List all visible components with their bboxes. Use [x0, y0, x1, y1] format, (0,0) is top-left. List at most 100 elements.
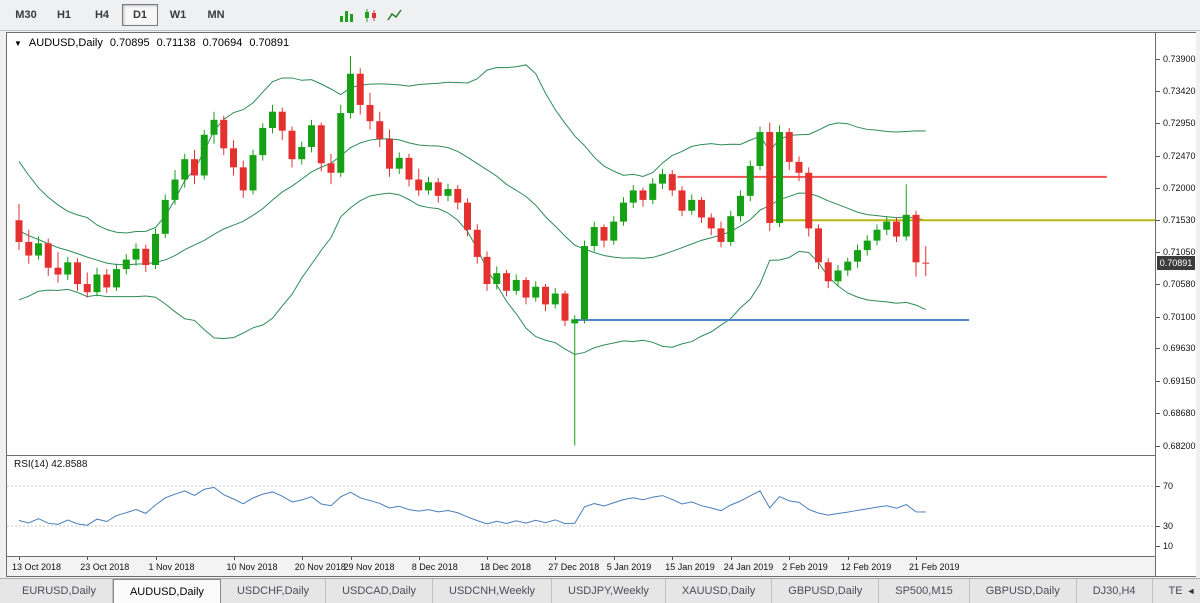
rsi-bottom-separator — [7, 556, 1155, 557]
main-chart-area[interactable]: ▼ AUDUSD,Daily 0.70895 0.71138 0.70694 0… — [7, 33, 1155, 455]
price-scale-label: 0.72470 — [1163, 150, 1196, 161]
price-scale-tick — [1156, 316, 1160, 318]
tab-dj30-h4[interactable]: DJ30,H4 — [1077, 579, 1153, 603]
price-scale-tick — [1156, 123, 1160, 125]
time-axis-tick — [487, 557, 488, 560]
tab-gbpusd-daily[interactable]: GBPUSD,Daily — [970, 579, 1077, 603]
rsi-line — [18, 486, 926, 526]
price-scale-tick — [1156, 58, 1160, 60]
time-axis-tick — [301, 557, 303, 560]
chart-window: ▼ AUDUSD,Daily 0.70895 0.71138 0.70694 0… — [6, 32, 1196, 577]
chart-collapse-arrow-icon[interactable]: ▼ — [14, 39, 22, 48]
timeframe-button-mn[interactable]: MN — [207, 9, 225, 21]
price-scale-label: 0.72000 — [1163, 182, 1196, 193]
price-scale-tick — [1156, 445, 1160, 447]
ohlc-high-value: 0.71138 — [156, 37, 196, 49]
time-axis-label: 24 Jan 2019 — [723, 562, 774, 572]
rsi-scale-label: 30 — [1163, 521, 1174, 531]
price-scale-tick — [1156, 219, 1160, 221]
rsi-scale-label: 70 — [1163, 481, 1174, 491]
price-scale[interactable]: 0.73900 0.73420 0.72950 0.72470 0.72000 0.715… — [1155, 33, 1196, 576]
bollinger-bands — [18, 64, 926, 355]
timeframe-button-h1[interactable]: H1 — [56, 9, 72, 21]
timeframe-button-h4[interactable]: H4 — [94, 9, 110, 21]
price-scale-label: 0.68680 — [1163, 407, 1196, 418]
price-scale-tick — [1156, 284, 1160, 286]
candlestick-chart-icon[interactable] — [362, 7, 379, 24]
time-axis-tick — [613, 557, 615, 560]
ohlc-open-value: 0.70895 — [109, 37, 150, 49]
panel-resize-handle[interactable] — [7, 455, 1155, 456]
price-scale-label: 0.70100 — [1163, 311, 1196, 322]
tab-usdcnh-weekly[interactable]: USDCNH,Weekly — [433, 579, 553, 603]
tab-audusd-daily[interactable]: AUDUSD,Daily — [112, 579, 221, 603]
time-axis-tick — [87, 557, 89, 560]
time-axis-tick — [555, 557, 557, 560]
chart-tab-bar: EURUSD,Daily AUDUSD,Daily USDCHF,Daily USDC… — [0, 578, 1200, 603]
tab-scroll-left-button[interactable]: ◄ — [1182, 579, 1200, 603]
ohlc-low-value: 0.70694 — [202, 37, 243, 49]
rsi-panel[interactable]: RSI(14) 42.8588 — [7, 456, 1155, 556]
tab-xauusd-daily[interactable]: XAUUSD,Daily — [666, 579, 773, 603]
time-axis-tick — [916, 557, 917, 560]
bar-chart-icon[interactable] — [338, 7, 355, 24]
current-price-badge: 0.70891 — [1157, 255, 1195, 270]
timeframe-button-d1[interactable]: D1 — [122, 4, 158, 26]
price-scale-label: 0.71530 — [1163, 214, 1196, 225]
price-scale-label: 0.73420 — [1163, 86, 1196, 97]
chart-type-toolbar — [338, 7, 403, 24]
price-scale-tick — [1156, 187, 1160, 189]
time-axis-tick — [847, 557, 849, 560]
main-chart-canvas[interactable] — [7, 33, 1155, 455]
time-axis-label: 8 Dec 2018 — [411, 562, 458, 572]
rsi-scale-tick — [1156, 546, 1160, 547]
time-axis-label: 27 Dec 2018 — [548, 562, 600, 572]
price-scale-label: 0.71050 — [1163, 247, 1196, 258]
time-axis-label: 13 Oct 2018 — [12, 562, 62, 572]
time-axis-label: 20 Nov 2018 — [294, 562, 346, 572]
time-axis-tick — [418, 557, 420, 560]
time-axis-tick — [789, 557, 791, 560]
time-axis-label: 1 Nov 2018 — [148, 562, 195, 572]
price-scale-label: 0.69630 — [1163, 343, 1196, 354]
time-axis-label: 29 Nov 2018 — [343, 562, 395, 572]
time-axis-label: 23 Oct 2018 — [80, 562, 130, 572]
time-axis-label: 18 Dec 2018 — [480, 562, 532, 572]
tab-usdcad-daily[interactable]: USDCAD,Daily — [326, 579, 434, 603]
time-axis[interactable]: 13 Oct 2018 23 Oct 2018 1 Nov 2018 10 Nov 2… — [7, 557, 1155, 576]
price-scale-tick — [1156, 381, 1160, 383]
time-axis-tick — [672, 557, 674, 560]
price-scale-label: 0.68200 — [1163, 440, 1196, 451]
timeframe-button-w1[interactable]: W1 — [169, 9, 187, 21]
rsi-chart-canvas[interactable] — [7, 456, 1155, 556]
tab-sp500-m15[interactable]: SP500,M15 — [879, 579, 970, 603]
rsi-indicator-label: RSI(14) 42.8588 — [14, 459, 88, 470]
tab-usdchf-daily[interactable]: USDCHF,Daily — [221, 579, 327, 603]
price-scale-tick — [1156, 155, 1160, 157]
timeframe-button-m30[interactable]: M30 — [15, 9, 37, 21]
time-axis-label: 2 Feb 2019 — [782, 562, 828, 572]
time-axis-tick — [19, 557, 20, 560]
candlesticks — [15, 56, 930, 446]
tab-gbpusd-daily[interactable]: GBPUSD,Daily — [772, 579, 880, 603]
price-scale-label: 0.69150 — [1163, 376, 1196, 387]
rsi-scale-tick — [1156, 486, 1160, 487]
tab-eurusd-daily[interactable]: EURUSD,Daily — [6, 579, 113, 603]
time-axis-tick — [730, 557, 732, 560]
time-axis-tick — [155, 557, 157, 560]
price-scale-tick — [1156, 412, 1160, 414]
price-scale-label: 0.72950 — [1163, 118, 1196, 129]
price-scale-tick — [1156, 91, 1160, 93]
chart-symbol-label: AUDUSD,Daily — [28, 37, 103, 49]
price-scale-label: 0.70580 — [1163, 279, 1196, 290]
line-chart-icon[interactable] — [386, 7, 403, 24]
time-axis-label: 12 Feb 2019 — [840, 562, 892, 572]
top-toolbar: M30 H1 H4 D1 W1 MN — [0, 0, 1200, 31]
price-scale-label: 0.73900 — [1163, 53, 1196, 64]
timeframe-toolbar: M30 H1 H4 D1 W1 MN — [8, 4, 234, 26]
tab-usdjpy-weekly[interactable]: USDJPY,Weekly — [552, 579, 666, 603]
time-axis-label: 15 Jan 2019 — [665, 562, 715, 572]
chart-title: ▼ AUDUSD,Daily 0.70895 0.71138 0.70694 0… — [14, 37, 289, 49]
time-axis-tick — [233, 557, 235, 560]
ohlc-close-value: 0.70891 — [249, 37, 290, 49]
